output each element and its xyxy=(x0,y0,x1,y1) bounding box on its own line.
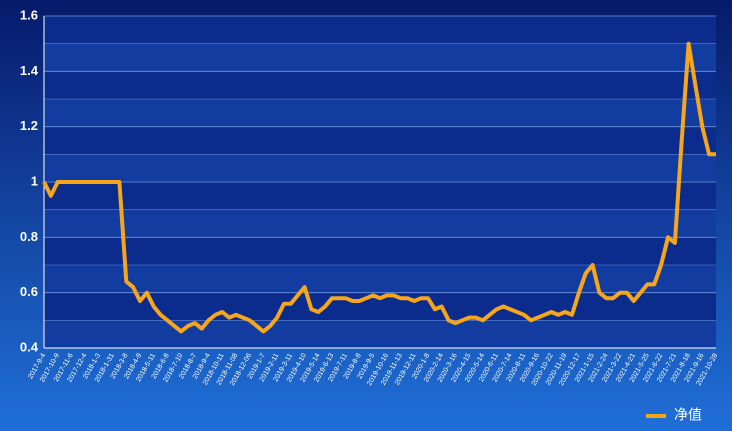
grid-band xyxy=(44,43,716,72)
y-tick-label: 0.8 xyxy=(20,229,38,244)
y-tick-label: 0.6 xyxy=(20,284,38,299)
y-tick-label: 1.4 xyxy=(20,63,39,78)
legend-label: 净值 xyxy=(674,407,702,423)
y-tick-label: 0.4 xyxy=(20,339,39,354)
y-tick-label: 1.2 xyxy=(20,118,38,133)
grid-band xyxy=(44,320,716,348)
grid-band xyxy=(44,99,716,127)
line-series xyxy=(42,41,716,334)
y-tick-label: 1 xyxy=(31,173,38,188)
grid-band xyxy=(44,265,716,293)
y-tick-label: 1.6 xyxy=(20,7,38,22)
grid-band xyxy=(44,154,716,182)
grid-band xyxy=(44,209,716,238)
